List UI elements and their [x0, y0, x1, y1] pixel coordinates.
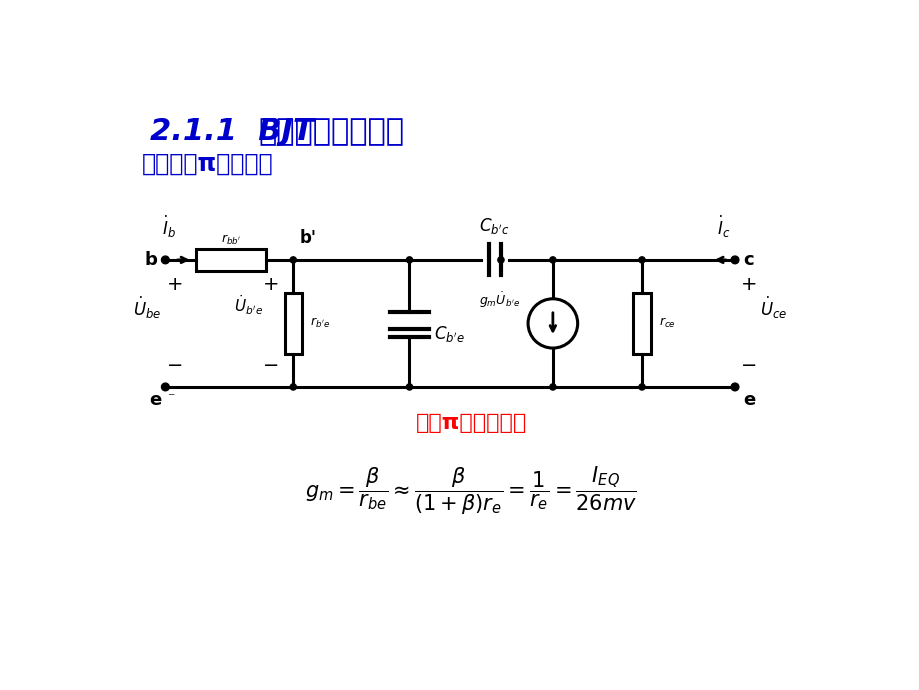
Text: e: e	[149, 391, 162, 408]
Text: $\dot{U}_{ce}$: $\dot{U}_{ce}$	[759, 295, 787, 321]
Text: $g_m = \dfrac{\beta}{r_{be}} \approx \dfrac{\beta}{(1+\beta)r_e} = \dfrac{1}{r_e: $g_m = \dfrac{\beta}{r_{be}} \approx \df…	[305, 465, 637, 517]
Text: $\dot{I}_b$: $\dot{I}_b$	[162, 214, 176, 240]
Circle shape	[731, 383, 738, 391]
Circle shape	[289, 384, 296, 390]
Text: −: −	[263, 356, 279, 375]
Text: $\dot{I}_c$: $\dot{I}_c$	[716, 214, 730, 240]
Text: 2.1.1  BJT: 2.1.1 BJT	[150, 117, 313, 146]
Text: +: +	[263, 275, 279, 294]
Text: $r_{ce}$: $r_{ce}$	[658, 317, 675, 331]
Circle shape	[550, 257, 555, 263]
Text: e: e	[742, 391, 754, 408]
Circle shape	[528, 299, 577, 348]
Bar	[284, 293, 301, 354]
Text: −: −	[166, 356, 183, 375]
Text: ⁻: ⁻	[166, 391, 174, 405]
Circle shape	[550, 384, 555, 390]
Text: 混合π型等效电路: 混合π型等效电路	[415, 413, 527, 433]
Text: b: b	[145, 251, 158, 269]
Text: 一、混合π等效电路: 一、混合π等效电路	[142, 152, 274, 176]
Circle shape	[638, 384, 644, 390]
Text: +: +	[740, 275, 756, 294]
Circle shape	[497, 257, 504, 263]
Text: $C_{b^{\prime}e}$: $C_{b^{\prime}e}$	[434, 324, 465, 344]
Circle shape	[638, 257, 644, 263]
Text: $r_{b^{\prime}e}$: $r_{b^{\prime}e}$	[310, 317, 330, 331]
Text: $g_m\dot{U}_{b^{\prime}e}$: $g_m\dot{U}_{b^{\prime}e}$	[479, 290, 520, 310]
Text: −: −	[740, 356, 756, 375]
Circle shape	[289, 257, 296, 263]
Circle shape	[406, 257, 412, 263]
Circle shape	[162, 256, 169, 264]
Text: $r_{bb^{\prime}}$: $r_{bb^{\prime}}$	[221, 233, 242, 247]
Bar	[633, 293, 650, 354]
Text: $\dot{U}_{be}$: $\dot{U}_{be}$	[133, 295, 162, 321]
Text: +: +	[166, 275, 183, 294]
Text: c: c	[743, 251, 754, 269]
Text: $C_{b^{\prime}c}$: $C_{b^{\prime}c}$	[479, 216, 510, 236]
Bar	[196, 249, 266, 270]
Circle shape	[731, 256, 738, 264]
Circle shape	[162, 383, 169, 391]
Text: b': b'	[299, 229, 316, 247]
Text: 的高频小信号模型: 的高频小信号模型	[258, 117, 404, 146]
Text: $\dot{U}_{b^{\prime}e}$: $\dot{U}_{b^{\prime}e}$	[234, 293, 264, 317]
Circle shape	[406, 384, 412, 390]
